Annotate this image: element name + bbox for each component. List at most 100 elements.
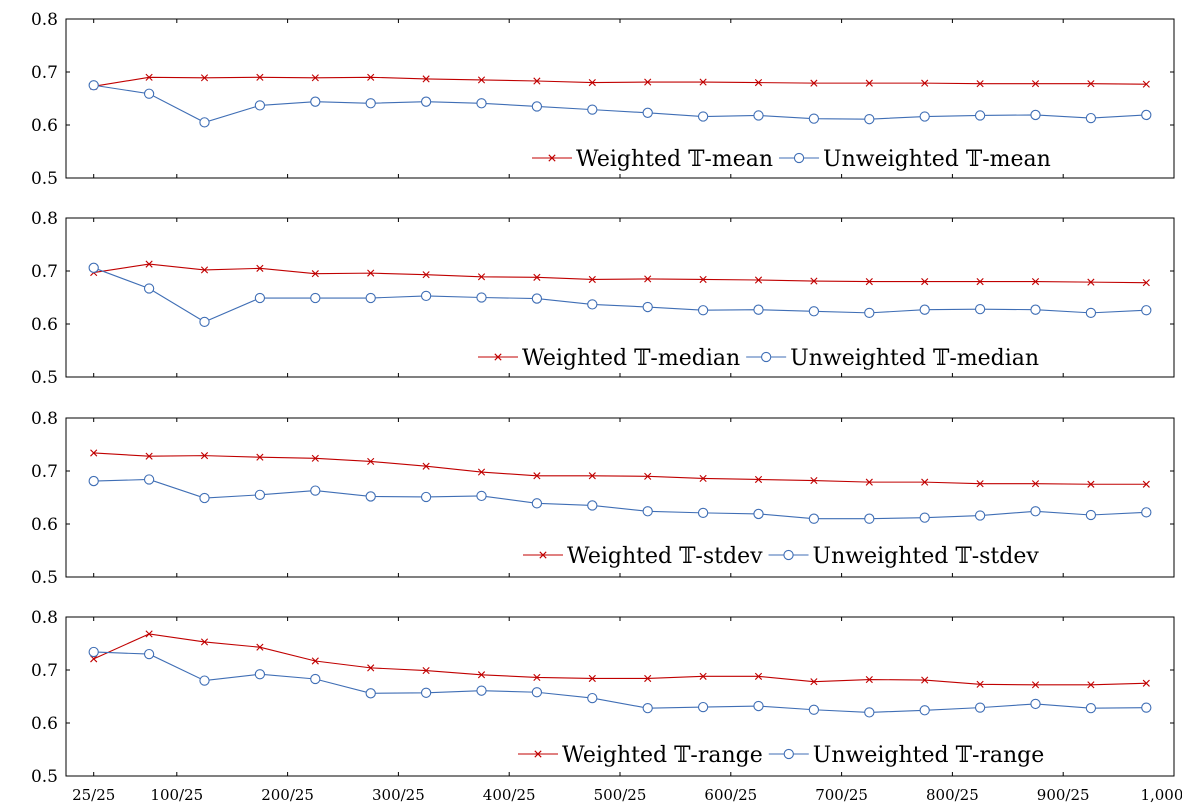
data-point — [808, 113, 820, 124]
legend-marker — [783, 748, 794, 760]
legend-box — [528, 143, 1146, 173]
series-weighted — [90, 449, 1150, 488]
data-point — [365, 98, 376, 109]
data-point — [921, 676, 929, 684]
data-point — [588, 472, 596, 480]
x-tick-label: 1,000/25 — [1140, 786, 1182, 804]
data-point — [1031, 681, 1040, 689]
data-point — [697, 305, 709, 316]
x-axis: 25/25 100/25 200/25 300/25 400/25 500/25 600/2… — [72, 786, 1182, 804]
data-point — [1142, 279, 1150, 287]
y-tick-label: 0.6 — [31, 515, 58, 535]
series-unweighted — [88, 80, 1152, 128]
y-tick-label: 0.6 — [31, 116, 58, 136]
data-point — [422, 462, 430, 470]
data-point — [588, 79, 596, 87]
series-weighted — [90, 630, 1150, 689]
data-point — [143, 88, 155, 99]
data-point — [90, 449, 98, 457]
data-point — [1030, 304, 1041, 315]
y-tick-label: 0.8 — [31, 409, 58, 429]
data-point — [145, 260, 153, 268]
data-point — [200, 452, 209, 460]
series-unweighted — [88, 646, 1152, 718]
data-point — [531, 101, 543, 112]
x-tick-label: 200/25 — [261, 786, 314, 804]
data-point — [367, 269, 375, 277]
chart-panel-1: 0.5 0.6 0.7 0.8 Weighted 𝕋-mean Unweighted 𝕋-… — [31, 10, 1175, 189]
data-point — [199, 316, 210, 328]
data-point — [697, 507, 709, 519]
data-point — [477, 671, 486, 679]
chart-panel-2: 0.5 0.6 0.7 0.8 Weighted 𝕋-median Unweighted … — [31, 209, 1175, 388]
data-point — [1087, 480, 1095, 488]
data-point — [1142, 679, 1150, 687]
data-point — [697, 111, 709, 122]
data-point — [1085, 509, 1097, 521]
data-point — [587, 692, 598, 704]
data-point — [1087, 681, 1095, 689]
data-point — [865, 478, 873, 486]
data-point — [420, 290, 432, 302]
data-point — [810, 678, 818, 686]
data-point — [865, 675, 873, 684]
data-point — [919, 304, 930, 315]
data-point — [754, 475, 763, 484]
series-line — [93, 651, 1147, 713]
data-point — [588, 674, 596, 683]
data-point — [864, 114, 875, 125]
data-point — [310, 292, 321, 304]
legend-marker — [783, 549, 794, 561]
data-point — [1031, 278, 1040, 286]
data-point — [976, 278, 984, 286]
data-point — [753, 700, 764, 712]
data-point — [642, 506, 653, 517]
data-point — [422, 666, 430, 675]
data-point — [476, 98, 487, 109]
data-point — [699, 474, 707, 483]
data-point — [808, 306, 820, 317]
data-point — [644, 275, 652, 283]
data-point — [810, 476, 818, 485]
data-point — [754, 276, 763, 284]
data-point — [90, 655, 98, 663]
legend-label: Unweighted 𝕋-range — [813, 743, 1045, 768]
data-point — [1142, 80, 1150, 88]
series-line — [93, 76, 1147, 87]
legend-box — [519, 540, 1146, 570]
data-point — [644, 674, 652, 683]
data-point — [199, 675, 210, 686]
y-tick-label: 0.6 — [31, 714, 58, 734]
series-line — [93, 263, 1147, 284]
data-point — [477, 273, 486, 281]
series-weighted — [90, 73, 1150, 90]
data-point — [587, 500, 598, 511]
data-point — [422, 75, 430, 83]
data-point — [420, 96, 432, 107]
series-weighted — [90, 260, 1150, 287]
x-tick-label: 300/25 — [372, 786, 425, 804]
data-point — [1085, 112, 1097, 124]
legend-marker — [494, 353, 502, 361]
data-point — [919, 111, 930, 122]
legend: Weighted 𝕋-range Unweighted 𝕋-range — [514, 739, 1146, 769]
data-point — [200, 74, 209, 82]
data-point — [477, 468, 486, 476]
legend: Weighted 𝕋-stdev Unweighted 𝕋-stdev — [519, 540, 1146, 570]
data-point — [88, 262, 99, 273]
data-point — [1141, 702, 1152, 713]
data-point — [531, 498, 543, 509]
data-point — [588, 275, 596, 284]
data-point — [974, 510, 986, 521]
data-point — [976, 80, 984, 88]
data-point — [697, 701, 709, 713]
legend-marker — [534, 750, 542, 758]
series-line — [93, 267, 1147, 323]
data-point — [754, 79, 763, 87]
legend: Weighted 𝕋-median Unweighted 𝕋-median — [474, 342, 1146, 372]
data-point — [1141, 507, 1152, 518]
data-point — [753, 110, 764, 121]
data-point — [533, 273, 541, 281]
data-point — [422, 271, 430, 279]
